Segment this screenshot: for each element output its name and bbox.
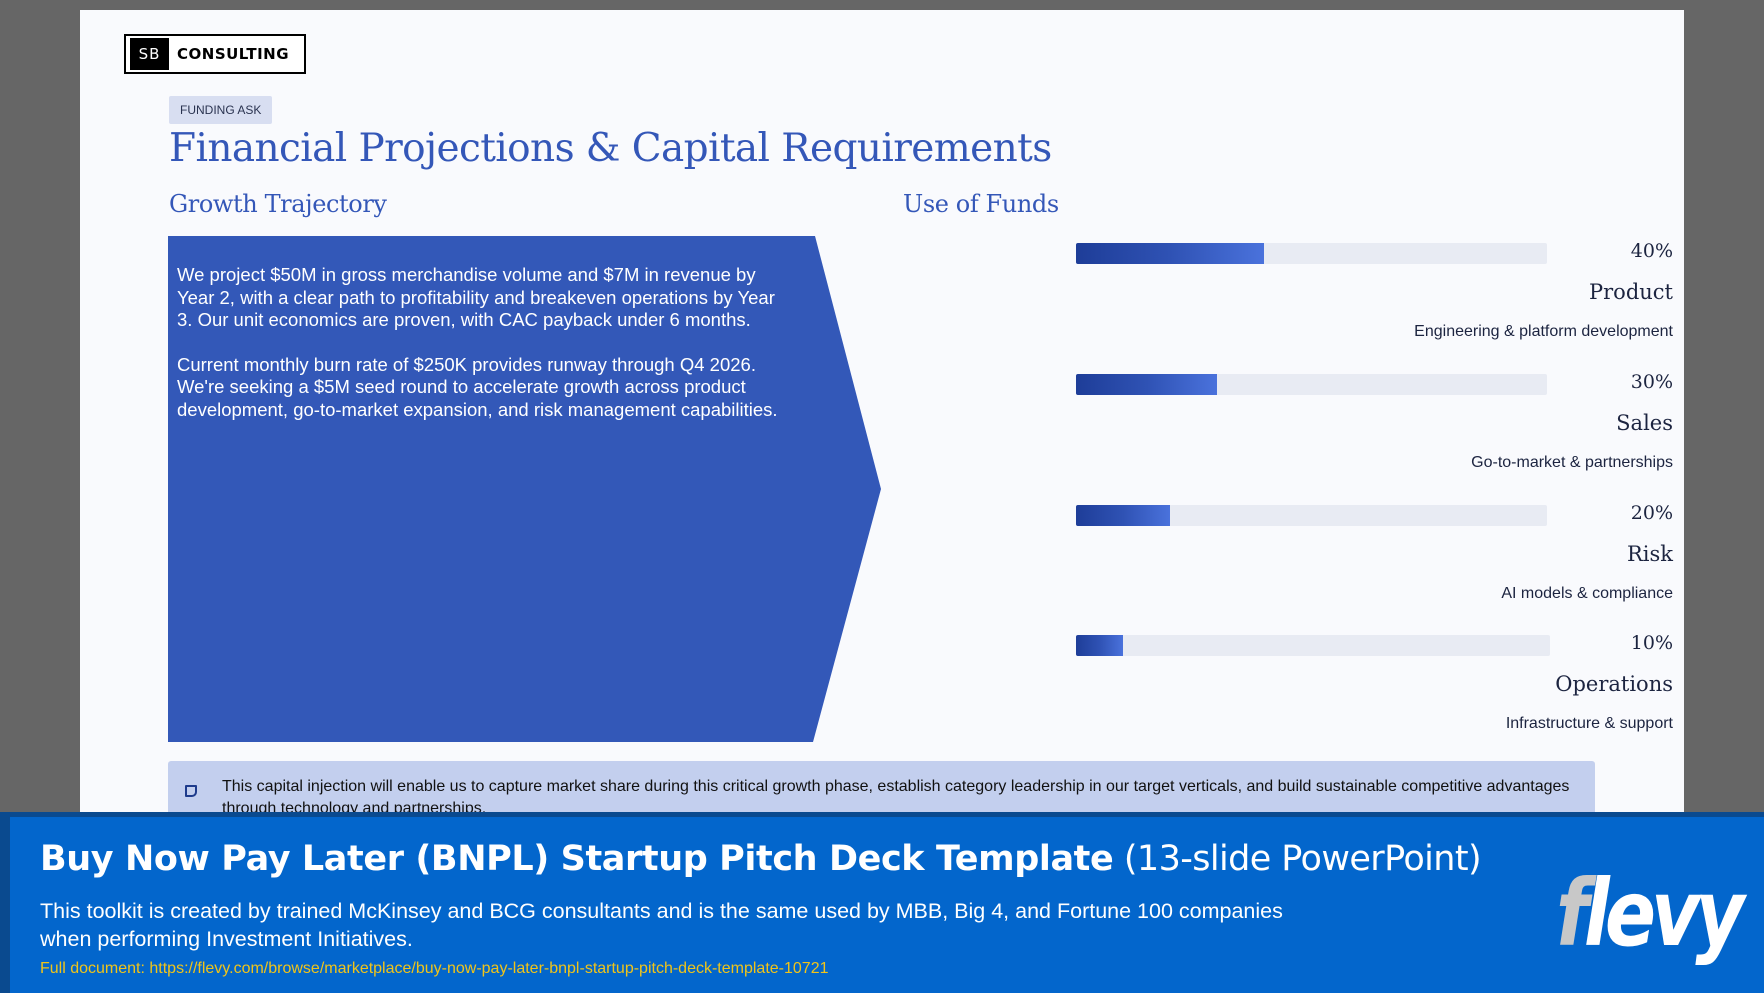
section-badge: FUNDING ASK <box>169 96 273 124</box>
promo-banner: Buy Now Pay Later (BNPL) Startup Pitch D… <box>0 812 1764 993</box>
fund-description: Engineering & platform development <box>1414 323 1673 340</box>
progress-fill <box>1076 374 1217 395</box>
growth-text: We project $50M in gross merchandise vol… <box>177 264 787 443</box>
progress-track <box>1076 243 1547 264</box>
fund-name: Sales <box>1616 411 1673 435</box>
banner-title: Buy Now Pay Later (BNPL) Startup Pitch D… <box>40 839 1482 879</box>
full-document-link[interactable]: Full document: https://flevy.com/browse/… <box>40 960 829 977</box>
growth-paragraph: We project $50M in gross merchandise vol… <box>177 264 775 330</box>
flevy-logo-f: f <box>1556 860 1589 967</box>
fund-percent: 20% <box>1630 502 1673 524</box>
progress-track <box>1076 505 1547 526</box>
fund-name: Operations <box>1555 672 1673 696</box>
progress-fill <box>1076 243 1264 264</box>
flevy-logo-rest: levy <box>1583 860 1745 967</box>
progress-track <box>1076 635 1550 656</box>
banner-description: This toolkit is created by trained McKin… <box>40 899 1283 951</box>
fund-description: Infrastructure & support <box>1505 715 1673 732</box>
funds-heading: Use of Funds <box>903 190 1059 218</box>
growth-chevron <box>168 236 881 742</box>
banner-title-main: Buy Now Pay Later (BNPL) Startup Pitch D… <box>40 839 1114 879</box>
fund-percent: 40% <box>1630 240 1673 262</box>
banner-title-sub: (13-slide PowerPoint) <box>1113 839 1482 879</box>
growth-heading: Growth Trajectory <box>169 190 387 218</box>
logo-name: CONSULTING <box>177 45 290 63</box>
fund-description: Go-to-market & partnerships <box>1471 454 1673 471</box>
progress-fill <box>1076 635 1123 656</box>
page-title: Financial Projections & Capital Requirem… <box>169 126 1052 171</box>
note-icon <box>185 785 197 797</box>
progress-track <box>1076 374 1547 395</box>
fund-name: Risk <box>1626 542 1673 566</box>
growth-paragraph: Current monthly burn rate of $250K provi… <box>177 353 778 420</box>
fund-description: AI models & compliance <box>1501 585 1673 602</box>
fund-name: Product <box>1589 280 1673 304</box>
banner-inner: Buy Now Pay Later (BNPL) Startup Pitch D… <box>10 817 1764 993</box>
fund-percent: 30% <box>1630 371 1673 393</box>
progress-fill <box>1076 505 1170 526</box>
fund-percent: 10% <box>1630 632 1673 654</box>
flevy-logo[interactable]: flevy <box>1556 868 1745 960</box>
logo-mark: SB <box>130 38 169 70</box>
sb-consulting-logo: SB CONSULTING <box>124 34 306 74</box>
